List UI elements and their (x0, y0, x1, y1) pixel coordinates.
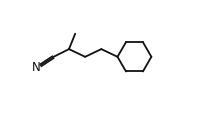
Text: N: N (32, 61, 40, 74)
